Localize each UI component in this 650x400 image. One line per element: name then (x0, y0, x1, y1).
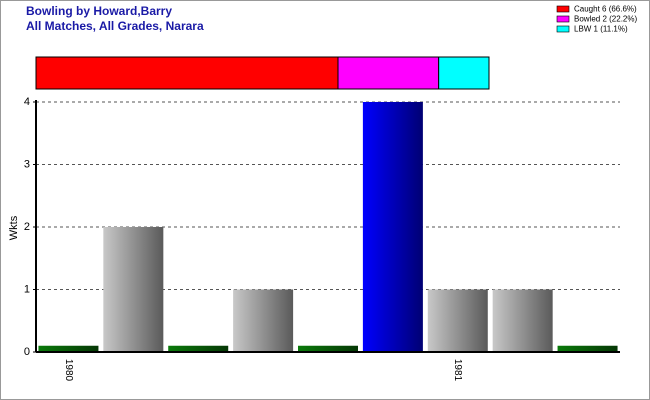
bar (38, 345, 99, 352)
legend-label: LBW 1 (11.1%) (574, 25, 628, 34)
y-tick-label: 3 (24, 158, 30, 170)
chart-subtitle: All Matches, All Grades, Narara (26, 19, 204, 33)
chart-title: Bowling by Howard,Barry (26, 4, 172, 18)
breakdown-segment (438, 56, 490, 90)
legend-swatch (556, 5, 570, 13)
y-tick-label: 4 (24, 96, 30, 108)
y-tick-label: 1 (24, 283, 30, 295)
breakdown-segment (337, 56, 440, 90)
bar (362, 102, 423, 352)
legend-label: Caught 6 (66.6%) (574, 5, 637, 14)
bar (298, 345, 358, 352)
bar (557, 345, 618, 352)
y-axis-label: Wkts (8, 215, 20, 240)
bar (492, 289, 553, 352)
x-tick-label: 1981 (452, 359, 463, 382)
y-tick-label: 0 (24, 346, 30, 358)
breakdown-segment (35, 56, 339, 90)
y-tick-label: 2 (24, 221, 30, 233)
bar (233, 289, 294, 352)
legend-swatch (556, 15, 570, 23)
bar (103, 227, 164, 352)
legend-label: Bowled 2 (22.2%) (574, 15, 637, 24)
legend-swatch (556, 25, 570, 33)
x-tick-label: 1980 (63, 359, 74, 382)
bar (168, 345, 229, 352)
bar (427, 289, 488, 352)
